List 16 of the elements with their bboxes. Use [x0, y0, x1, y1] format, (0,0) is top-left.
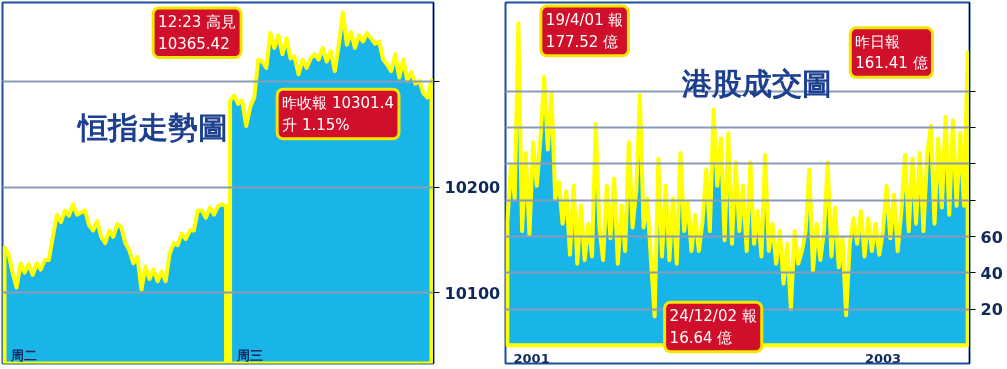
y-tick-label: 20 — [980, 300, 1003, 320]
text: 恒指走勢圖 — [76, 109, 229, 145]
y-tick-label: 40 — [980, 263, 1003, 283]
annotation: 昨日報 161.41 億 — [855, 32, 928, 73]
y-tick-label: 60 — [980, 227, 1003, 247]
annotation: 2003 — [864, 350, 902, 366]
annotation: 12:23 高見 10365.42 — [158, 12, 237, 53]
annotation: 19/4/01 報 177.52 億 — [545, 11, 624, 51]
y-tick-label: 10200 — [444, 178, 501, 198]
annotation: 24/12/02 報 16.64 億 — [669, 307, 757, 347]
annotation: 周二 — [9, 347, 37, 363]
y-tick-label: 10100 — [444, 283, 501, 303]
annotation: 昨收報 10301.4 升 1.15% — [282, 94, 394, 134]
annotation: 周三 — [235, 347, 263, 363]
text: 港股成交圖 — [680, 65, 832, 101]
annotation: 2001 — [513, 350, 550, 366]
